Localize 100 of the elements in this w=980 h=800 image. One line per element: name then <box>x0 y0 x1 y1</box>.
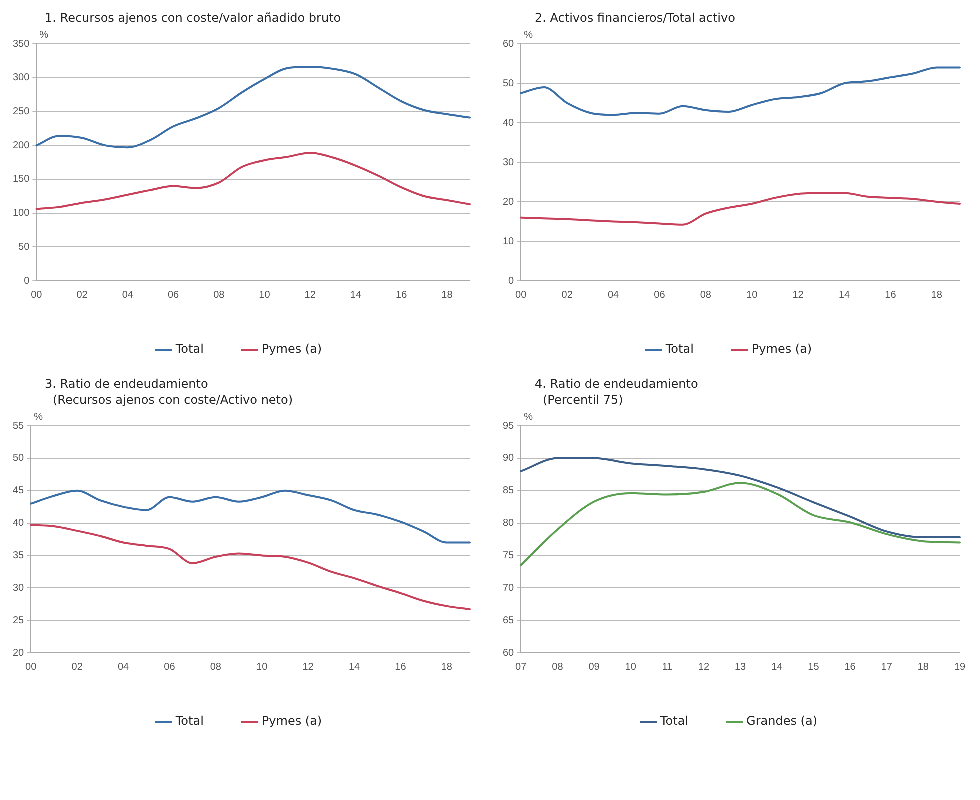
x-tick-label: 12 <box>792 290 804 301</box>
x-tick-label: 08 <box>210 662 222 673</box>
x-tick-label: 00 <box>516 290 528 301</box>
x-tick-label: 12 <box>304 290 316 301</box>
x-tick-label: 00 <box>31 290 43 301</box>
y-tick-label: 200 <box>12 140 30 152</box>
x-tick-label: 16 <box>395 662 407 673</box>
y-tick-label: 100 <box>12 208 30 220</box>
chart-title: 4. Ratio de endeudamiento <box>534 376 700 392</box>
x-tick-label: 14 <box>772 662 784 673</box>
y-tick-label: 40 <box>503 118 515 129</box>
y-tick-label: 50 <box>18 242 30 253</box>
chart-subtitle: (Recursos ajenos con coste/Activo neto) <box>52 392 294 408</box>
y-axis-title: % <box>524 30 534 41</box>
y-tick-label: 85 <box>503 486 515 497</box>
x-tick-label: 08 <box>552 662 564 673</box>
y-tick-label: 60 <box>503 38 515 50</box>
x-tick-label: 07 <box>516 662 528 673</box>
x-tick-label: 02 <box>72 662 84 673</box>
chart-title: 3. Ratio de endeudamiento <box>44 376 210 392</box>
line-series <box>30 490 471 544</box>
x-tick-label: 06 <box>164 662 176 673</box>
x-tick-label: 08 <box>214 290 226 301</box>
y-tick-label: 25 <box>13 615 25 626</box>
y-tick-label: 40 <box>13 518 25 530</box>
y-tick-label: 60 <box>503 648 515 659</box>
x-tick-label: 10 <box>256 662 268 673</box>
y-axis-title: % <box>524 412 534 423</box>
y-tick-label: 50 <box>13 453 25 464</box>
legend-label: Total <box>174 714 204 728</box>
y-tick-label: 55 <box>13 420 25 432</box>
y-tick-label: 250 <box>12 106 30 118</box>
y-tick-label: 300 <box>12 72 30 84</box>
x-tick-label: 12 <box>698 662 710 673</box>
x-tick-label: 17 <box>881 662 893 673</box>
y-axis-title: % <box>40 30 49 41</box>
y-tick-label: 50 <box>503 78 515 90</box>
line-series <box>520 482 961 566</box>
y-tick-label: 80 <box>503 518 515 530</box>
x-tick-label: 00 <box>26 662 38 673</box>
y-tick-label: 0 <box>508 276 515 287</box>
y-tick-label: 30 <box>13 582 25 594</box>
line-series <box>36 66 471 149</box>
x-tick-label: 16 <box>885 290 897 301</box>
y-tick-label: 10 <box>503 236 515 248</box>
legend-label: Grandes (a) <box>746 714 818 728</box>
y-tick-label: 45 <box>13 486 25 497</box>
legend-label: Total <box>660 714 689 728</box>
x-tick-label: 12 <box>302 662 314 673</box>
x-tick-label: 06 <box>654 290 666 301</box>
x-tick-label: 11 <box>662 662 674 673</box>
x-tick-label: 14 <box>838 290 851 301</box>
x-tick-label: 13 <box>735 662 747 673</box>
y-tick-label: 70 <box>503 582 515 594</box>
x-tick-label: 10 <box>625 662 637 673</box>
x-tick-label: 09 <box>588 662 600 673</box>
legend-label: Total <box>174 342 204 356</box>
x-tick-label: 16 <box>844 662 856 673</box>
line-series <box>520 66 961 116</box>
chart-title: 1. Recursos ajenos con coste/valor añadido bruto <box>44 10 342 26</box>
x-tick-label: 04 <box>122 290 134 301</box>
x-tick-label: 14 <box>348 662 361 673</box>
y-tick-label: 20 <box>13 648 25 659</box>
line-series <box>30 524 471 611</box>
x-tick-label: 16 <box>396 290 408 301</box>
legend-label: Pymes (a) <box>262 714 322 728</box>
y-tick-label: 90 <box>503 453 515 464</box>
x-tick-label: 04 <box>118 662 130 673</box>
x-tick-label: 14 <box>350 290 362 301</box>
chart-title: 2. Activos financieros/Total activo <box>534 10 736 26</box>
x-tick-label: 18 <box>441 662 453 673</box>
line-series <box>520 192 961 226</box>
y-tick-label: 65 <box>503 615 515 626</box>
x-tick-label: 18 <box>931 290 943 301</box>
x-tick-label: 19 <box>954 662 966 673</box>
x-tick-label: 04 <box>608 290 620 301</box>
x-tick-label: 18 <box>442 290 454 301</box>
legend-label: Pymes (a) <box>262 342 322 356</box>
x-tick-label: 18 <box>918 662 930 673</box>
x-tick-label: 10 <box>746 290 758 301</box>
x-tick-label: 10 <box>259 290 271 301</box>
y-tick-label: 150 <box>12 174 30 186</box>
y-tick-label: 35 <box>13 550 25 562</box>
y-tick-label: 20 <box>503 196 515 208</box>
y-tick-label: 30 <box>503 157 515 168</box>
y-tick-label: 75 <box>503 550 515 562</box>
x-tick-label: 08 <box>700 290 712 301</box>
x-tick-label: 02 <box>562 290 574 301</box>
y-tick-label: 95 <box>503 420 515 432</box>
x-tick-label: 06 <box>168 290 180 301</box>
y-tick-label: 350 <box>12 38 30 50</box>
x-tick-label: 02 <box>76 290 88 301</box>
y-axis-title: % <box>34 412 44 423</box>
line-series <box>520 457 961 539</box>
legend-label: Total <box>664 342 694 356</box>
y-tick-label: 0 <box>24 276 30 287</box>
legend-label: Pymes (a) <box>752 342 812 356</box>
x-tick-label: 15 <box>808 662 820 673</box>
line-series <box>36 152 471 210</box>
chart-subtitle: (Percentil 75) <box>542 392 624 408</box>
